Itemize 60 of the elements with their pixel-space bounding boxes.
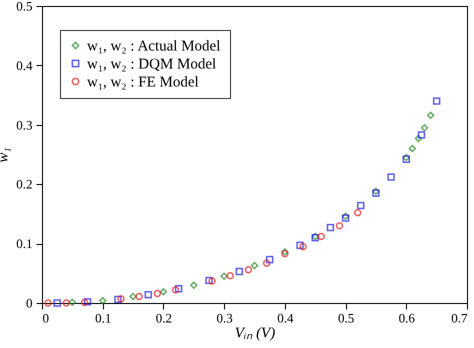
- point: [84, 298, 92, 306]
- point: [68, 298, 76, 306]
- point: [266, 256, 274, 264]
- point: [318, 232, 325, 240]
- point: [296, 242, 304, 250]
- point: [354, 209, 362, 216]
- point: [135, 292, 143, 300]
- y-tick-label: 0: [26, 296, 32, 310]
- point: [262, 260, 270, 267]
- point: [172, 286, 180, 294]
- point: [432, 97, 440, 105]
- x-tick-label: 0.2: [156, 310, 172, 326]
- point: [114, 296, 122, 304]
- point: [414, 134, 422, 142]
- legend-label: w₁, w₂ : FE Model: [87, 74, 199, 90]
- y-tick-label: 0.2: [16, 176, 32, 192]
- point: [244, 266, 252, 274]
- point: [387, 173, 395, 181]
- point: [160, 288, 168, 296]
- x-tick-label: 0.6: [398, 310, 416, 326]
- point: [44, 299, 52, 307]
- point: [418, 131, 426, 139]
- point: [236, 268, 244, 276]
- point: [336, 222, 344, 230]
- point: [402, 156, 410, 163]
- point: [250, 262, 258, 270]
- y-tick-label: 0.4: [16, 58, 33, 73]
- y-tick-label: 0.3: [16, 117, 32, 132]
- y-tick-label: 0.1: [16, 236, 32, 252]
- point: [357, 202, 364, 210]
- y-tick-label: 0.5: [16, 0, 32, 14]
- point: [220, 272, 228, 280]
- x-axis-title: Vᵢₙ (V): [234, 326, 276, 342]
- legend-label: w₁, w₂ : DQM Model: [87, 56, 216, 72]
- point: [299, 242, 307, 250]
- y-axis-title: w₁: [0, 147, 12, 163]
- point: [99, 296, 106, 304]
- point: [426, 112, 434, 120]
- point: [226, 272, 234, 280]
- x-tick-label: 0.4: [277, 310, 294, 326]
- point: [408, 144, 416, 152]
- point: [205, 276, 213, 284]
- point: [117, 295, 125, 303]
- point: [420, 124, 428, 132]
- x-tick-label: 0.5: [338, 310, 354, 326]
- point: [129, 292, 137, 300]
- point: [208, 277, 216, 285]
- point: [190, 281, 198, 289]
- legend-label: w₁, w₂ : Actual Model: [87, 38, 220, 54]
- point: [62, 299, 70, 307]
- x-tick-label: 0.7: [451, 310, 468, 326]
- point: [326, 224, 334, 232]
- point: [174, 285, 182, 292]
- point: [154, 290, 162, 298]
- point: [144, 290, 152, 298]
- x-tick-label: 0.1: [95, 310, 112, 326]
- point: [80, 298, 88, 306]
- point: [53, 299, 61, 307]
- x-tick-label: 0.3: [216, 310, 233, 326]
- x-tick-label: 0: [42, 310, 49, 326]
